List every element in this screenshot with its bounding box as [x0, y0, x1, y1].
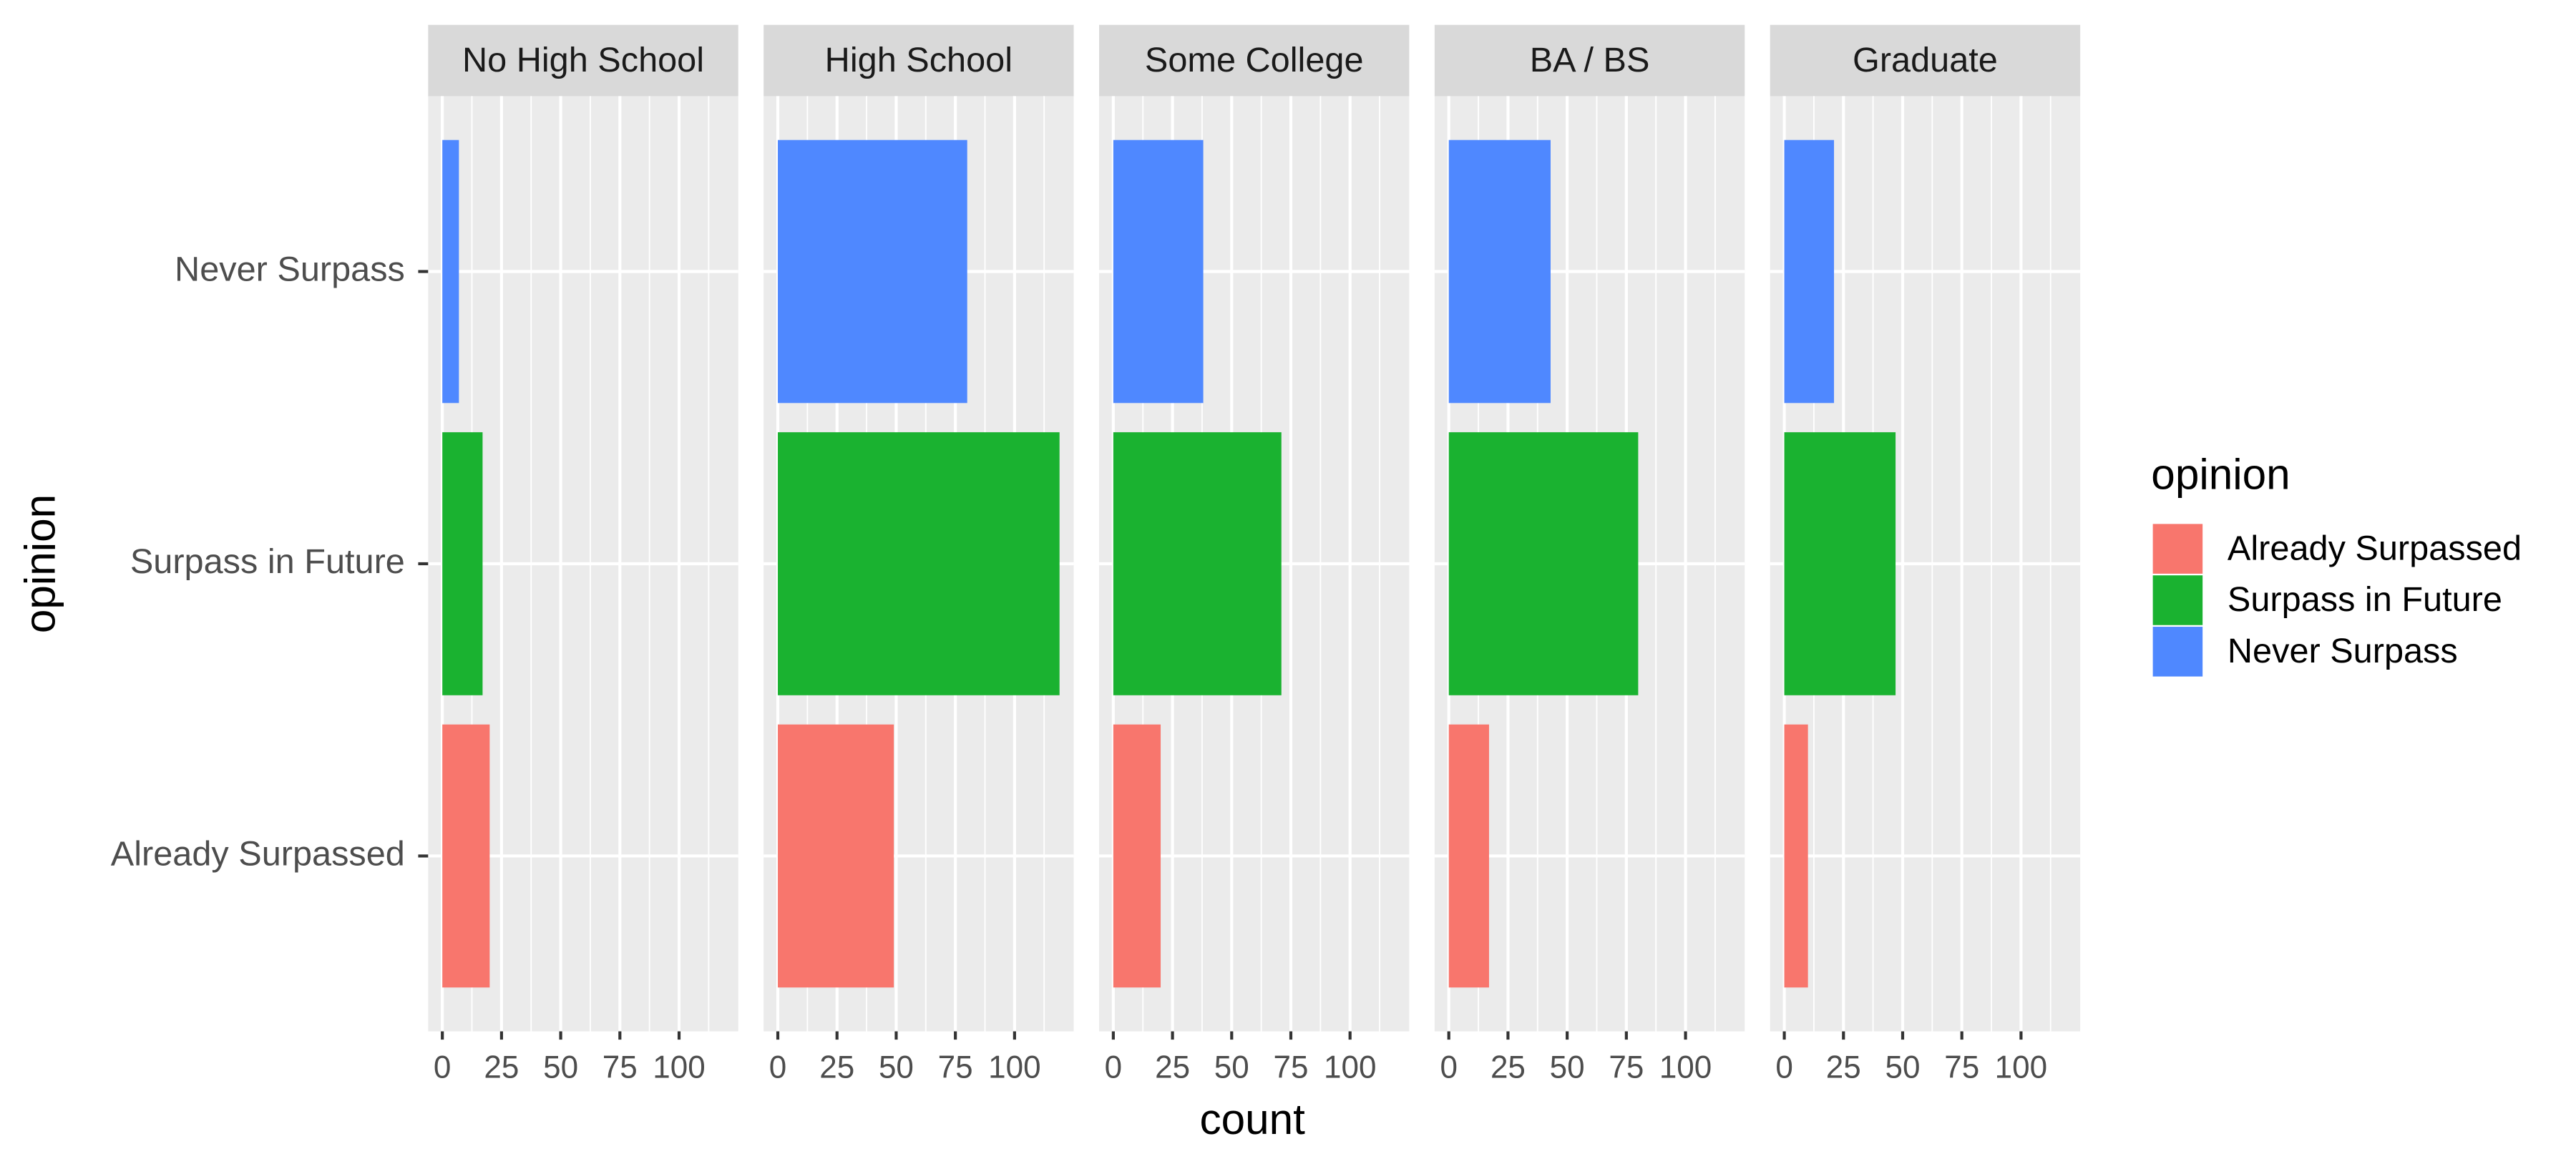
x-tick-label: 0 — [1775, 1050, 1792, 1085]
legend-title: opinion — [2151, 449, 2290, 498]
strip-label: Some College — [1145, 41, 1364, 79]
y-tick-label: Never Surpass — [175, 250, 405, 288]
strip-background — [1099, 24, 1410, 97]
legend-key — [2152, 627, 2203, 677]
bar — [1448, 724, 1489, 988]
x-tick-label: 100 — [1324, 1050, 1376, 1085]
bar — [1448, 140, 1551, 404]
x-tick-label: 0 — [769, 1050, 786, 1085]
x-tick-label: 0 — [1440, 1050, 1457, 1085]
legend-label: Already Surpassed — [2228, 529, 2522, 567]
bar — [442, 140, 459, 404]
legend-label: Surpass in Future — [2228, 580, 2502, 619]
x-axis-title: count — [1199, 1095, 1305, 1143]
bar — [778, 140, 967, 404]
x-tick-label: 0 — [434, 1050, 451, 1085]
bar — [442, 724, 490, 988]
bar — [1113, 724, 1161, 988]
x-tick-label: 100 — [1995, 1050, 2047, 1085]
x-tick-label: 100 — [988, 1050, 1040, 1085]
bar — [1784, 432, 1896, 695]
legend-key — [2152, 524, 2203, 574]
y-axis-title: opinion — [16, 494, 64, 633]
x-tick-label: 25 — [484, 1050, 519, 1085]
x-tick-label: 100 — [653, 1050, 705, 1085]
x-tick-label: 75 — [1944, 1050, 1979, 1085]
x-tick-label: 50 — [1214, 1050, 1249, 1085]
strip-label: BA / BS — [1530, 41, 1650, 79]
x-tick-label: 75 — [1609, 1050, 1644, 1085]
y-tick-label: Already Surpassed — [111, 834, 405, 873]
x-tick-label: 100 — [1659, 1050, 1712, 1085]
strip-label: No High School — [462, 41, 704, 79]
x-tick-label: 25 — [819, 1050, 854, 1085]
bar — [778, 724, 894, 988]
bar — [1113, 432, 1282, 695]
legend-key — [2152, 575, 2203, 625]
y-tick-label: Surpass in Future — [130, 542, 405, 581]
bar — [1448, 432, 1639, 695]
strip-background — [1434, 24, 1745, 97]
strip-background — [428, 24, 738, 97]
x-tick-label: 50 — [879, 1050, 914, 1085]
x-tick-label: 50 — [1550, 1050, 1585, 1085]
x-tick-label: 75 — [602, 1050, 638, 1085]
bar — [1784, 140, 1835, 404]
x-tick-label: 75 — [1274, 1050, 1309, 1085]
bar — [1784, 724, 1808, 988]
legend-label: Never Surpass — [2228, 632, 2458, 670]
x-tick-label: 0 — [1105, 1050, 1122, 1085]
x-tick-label: 50 — [1885, 1050, 1921, 1085]
strip-background — [763, 24, 1074, 97]
x-tick-label: 25 — [1826, 1050, 1861, 1085]
bar — [1113, 140, 1204, 404]
strip-label: High School — [825, 41, 1013, 79]
bar — [442, 432, 483, 695]
strip-label: Graduate — [1853, 41, 1998, 79]
bar — [778, 432, 1060, 695]
x-tick-label: 25 — [1155, 1050, 1190, 1085]
x-tick-label: 25 — [1491, 1050, 1526, 1085]
x-tick-label: 50 — [543, 1050, 578, 1085]
x-tick-label: 75 — [938, 1050, 973, 1085]
strip-background — [1770, 24, 2081, 97]
